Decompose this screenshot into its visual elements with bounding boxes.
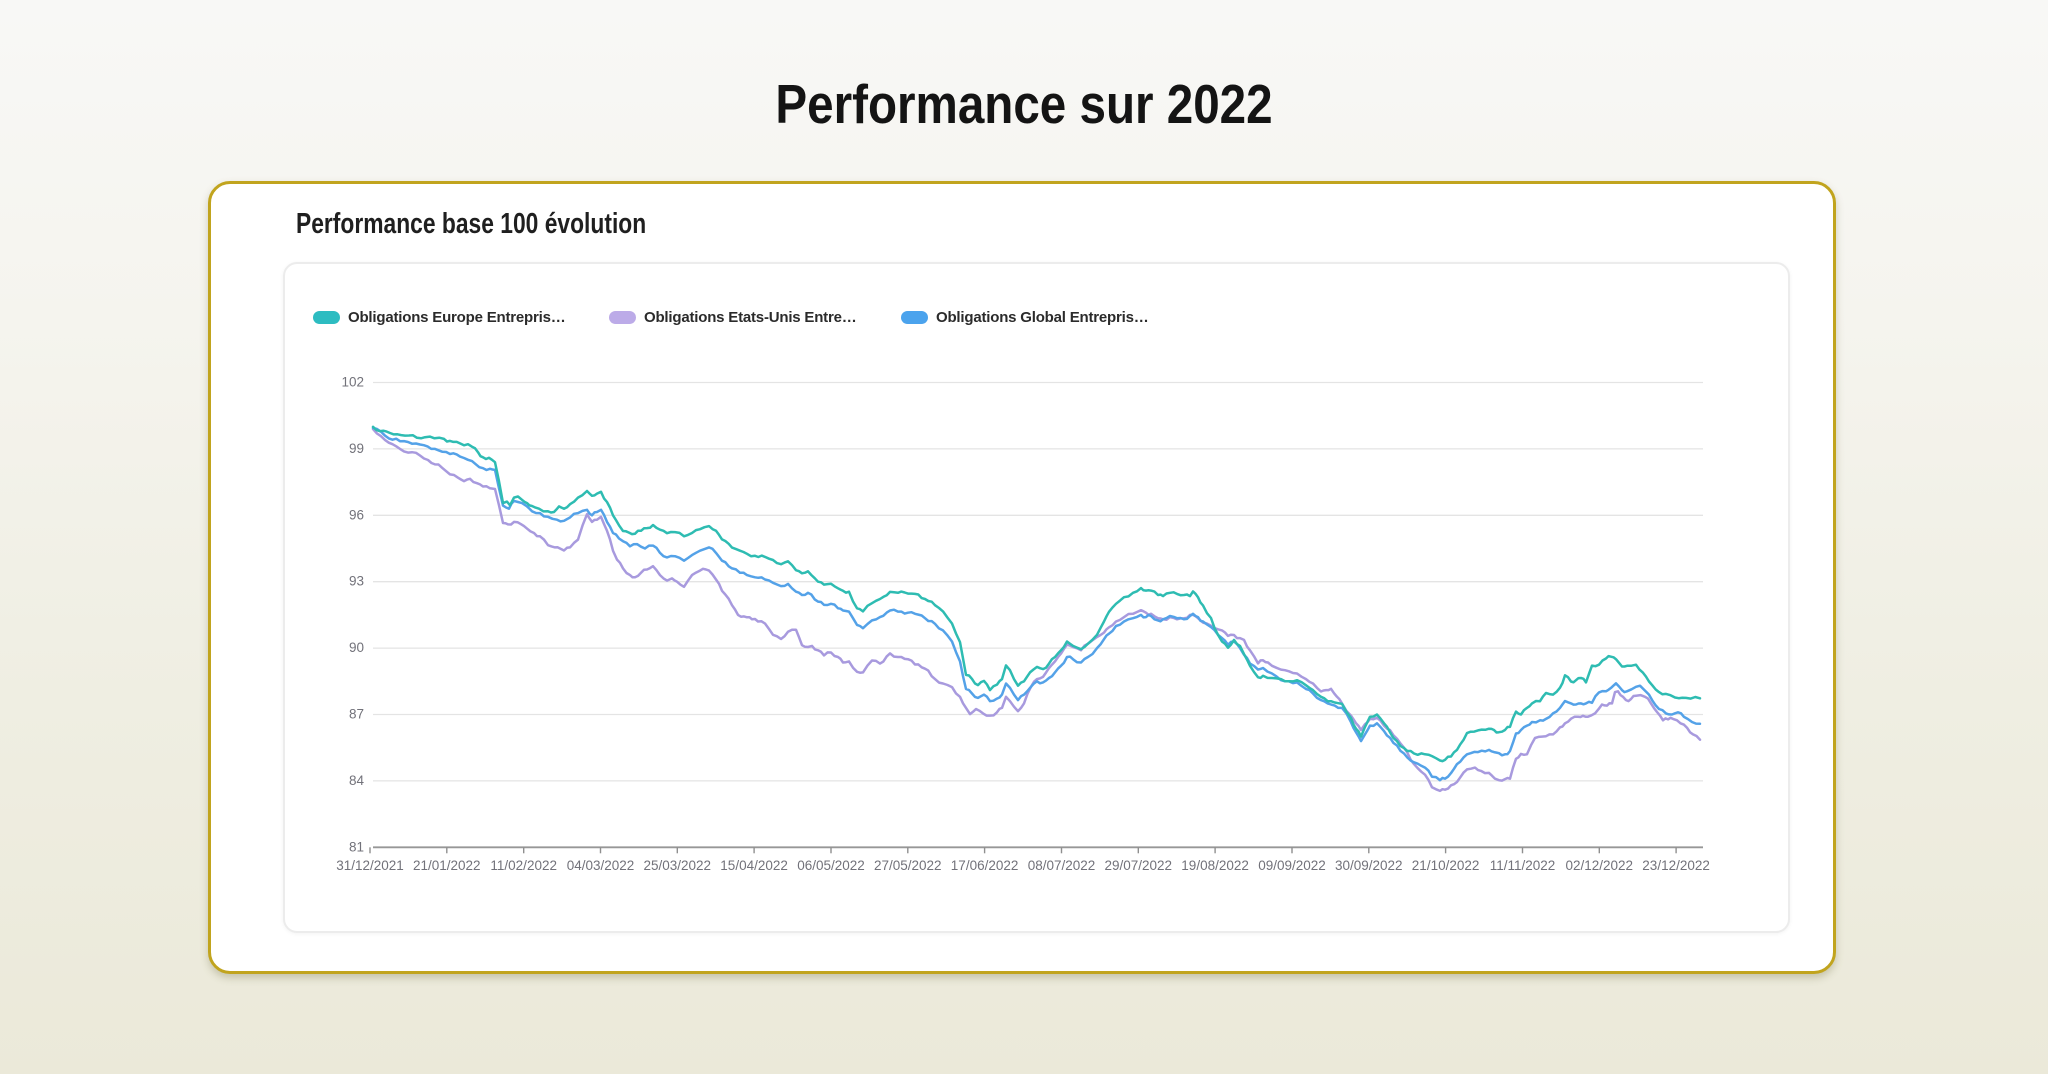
svg-text:84: 84 bbox=[349, 773, 365, 788]
svg-text:81: 81 bbox=[349, 839, 364, 854]
svg-text:27/05/2022: 27/05/2022 bbox=[874, 858, 942, 873]
svg-text:06/05/2022: 06/05/2022 bbox=[797, 858, 865, 873]
svg-text:102: 102 bbox=[341, 375, 364, 390]
svg-text:08/07/2022: 08/07/2022 bbox=[1028, 858, 1096, 873]
svg-text:30/09/2022: 30/09/2022 bbox=[1335, 858, 1403, 873]
svg-text:31/12/2021: 31/12/2021 bbox=[336, 858, 404, 873]
svg-text:96: 96 bbox=[349, 507, 364, 522]
svg-text:09/09/2022: 09/09/2022 bbox=[1258, 858, 1326, 873]
svg-text:21/01/2022: 21/01/2022 bbox=[413, 858, 481, 873]
svg-text:04/03/2022: 04/03/2022 bbox=[567, 858, 635, 873]
svg-text:23/12/2022: 23/12/2022 bbox=[1642, 858, 1710, 873]
svg-text:99: 99 bbox=[349, 441, 364, 456]
svg-text:15/04/2022: 15/04/2022 bbox=[720, 858, 788, 873]
svg-text:19/08/2022: 19/08/2022 bbox=[1181, 858, 1249, 873]
svg-text:25/03/2022: 25/03/2022 bbox=[644, 858, 712, 873]
svg-text:93: 93 bbox=[349, 574, 364, 589]
svg-text:02/12/2022: 02/12/2022 bbox=[1566, 858, 1634, 873]
svg-text:90: 90 bbox=[349, 640, 364, 655]
svg-text:17/06/2022: 17/06/2022 bbox=[951, 858, 1019, 873]
svg-text:11/02/2022: 11/02/2022 bbox=[490, 858, 557, 873]
svg-text:21/10/2022: 21/10/2022 bbox=[1412, 858, 1480, 873]
svg-text:87: 87 bbox=[349, 707, 364, 722]
svg-text:11/11/2022: 11/11/2022 bbox=[1490, 858, 1556, 873]
svg-text:29/07/2022: 29/07/2022 bbox=[1105, 858, 1173, 873]
